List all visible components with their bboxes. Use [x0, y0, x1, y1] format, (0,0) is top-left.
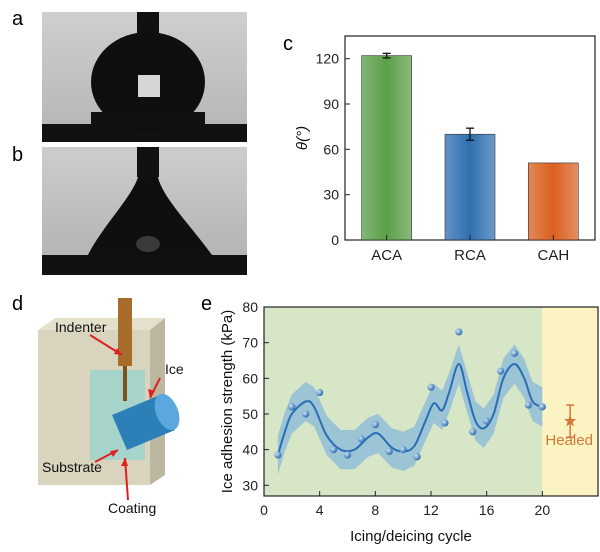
droplet-photo-a: [42, 12, 247, 142]
indenter-rod: [118, 298, 132, 366]
ice-label: Ice: [165, 361, 184, 377]
ice-cylinder: [112, 393, 180, 450]
panel-label-a: a: [12, 8, 24, 30]
panel-label-e: e: [201, 293, 213, 315]
droplet-photo-b: [42, 147, 247, 275]
coating-label: Coating: [108, 500, 156, 516]
indenter-label: Indenter: [55, 319, 107, 335]
panel-label-d: d: [12, 293, 24, 315]
droplet-b-image: [42, 147, 247, 275]
droplet-a-image: [42, 12, 247, 142]
substrate-label: Substrate: [42, 459, 102, 475]
panel-label-b: b: [12, 144, 24, 166]
panel-label-c: c: [283, 33, 293, 55]
